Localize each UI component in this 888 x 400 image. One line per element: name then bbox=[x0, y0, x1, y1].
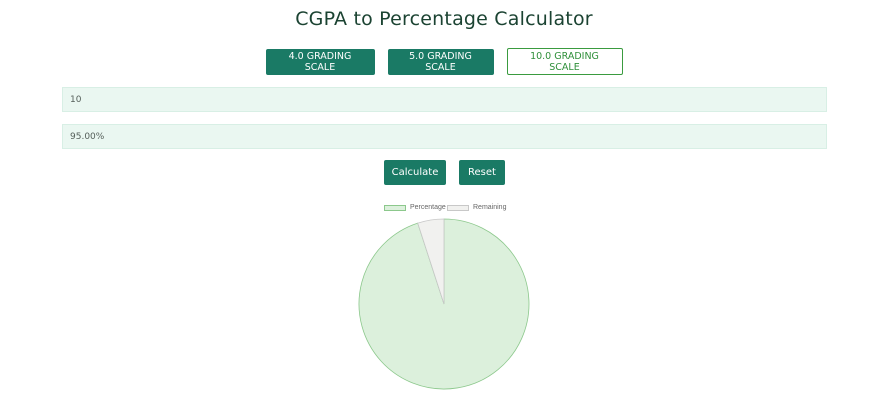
legend-label-remaining: Remaining bbox=[473, 204, 507, 211]
scale-10-button[interactable]: 10.0 GRADING SCALE bbox=[506, 48, 623, 75]
action-buttons: Calculate Reset bbox=[0, 160, 888, 185]
pie-slice-remaining[interactable] bbox=[417, 218, 445, 305]
legend-swatch-percentage bbox=[384, 204, 406, 211]
legend-item-remaining[interactable]: Remaining bbox=[447, 204, 506, 211]
page-title: CGPA to Percentage Calculator bbox=[295, 8, 593, 30]
calculate-button[interactable]: Calculate bbox=[384, 160, 446, 185]
legend-label-percentage: Percentage bbox=[410, 204, 446, 211]
scale-4-button[interactable]: 4.0 GRADING SCALE bbox=[265, 49, 375, 75]
grading-scale-selector: 4.0 GRADING SCALE 5.0 GRADING SCALE 10.0… bbox=[0, 48, 888, 75]
percentage-output[interactable] bbox=[62, 124, 827, 149]
legend-swatch-remaining bbox=[447, 204, 469, 211]
chart-legend: Percentage Remaining bbox=[0, 204, 888, 216]
scale-5-button[interactable]: 5.0 GRADING SCALE bbox=[387, 49, 494, 75]
reset-button[interactable]: Reset bbox=[459, 160, 505, 185]
legend-item-percentage[interactable]: Percentage bbox=[384, 204, 446, 211]
cgpa-input[interactable] bbox=[62, 87, 827, 112]
